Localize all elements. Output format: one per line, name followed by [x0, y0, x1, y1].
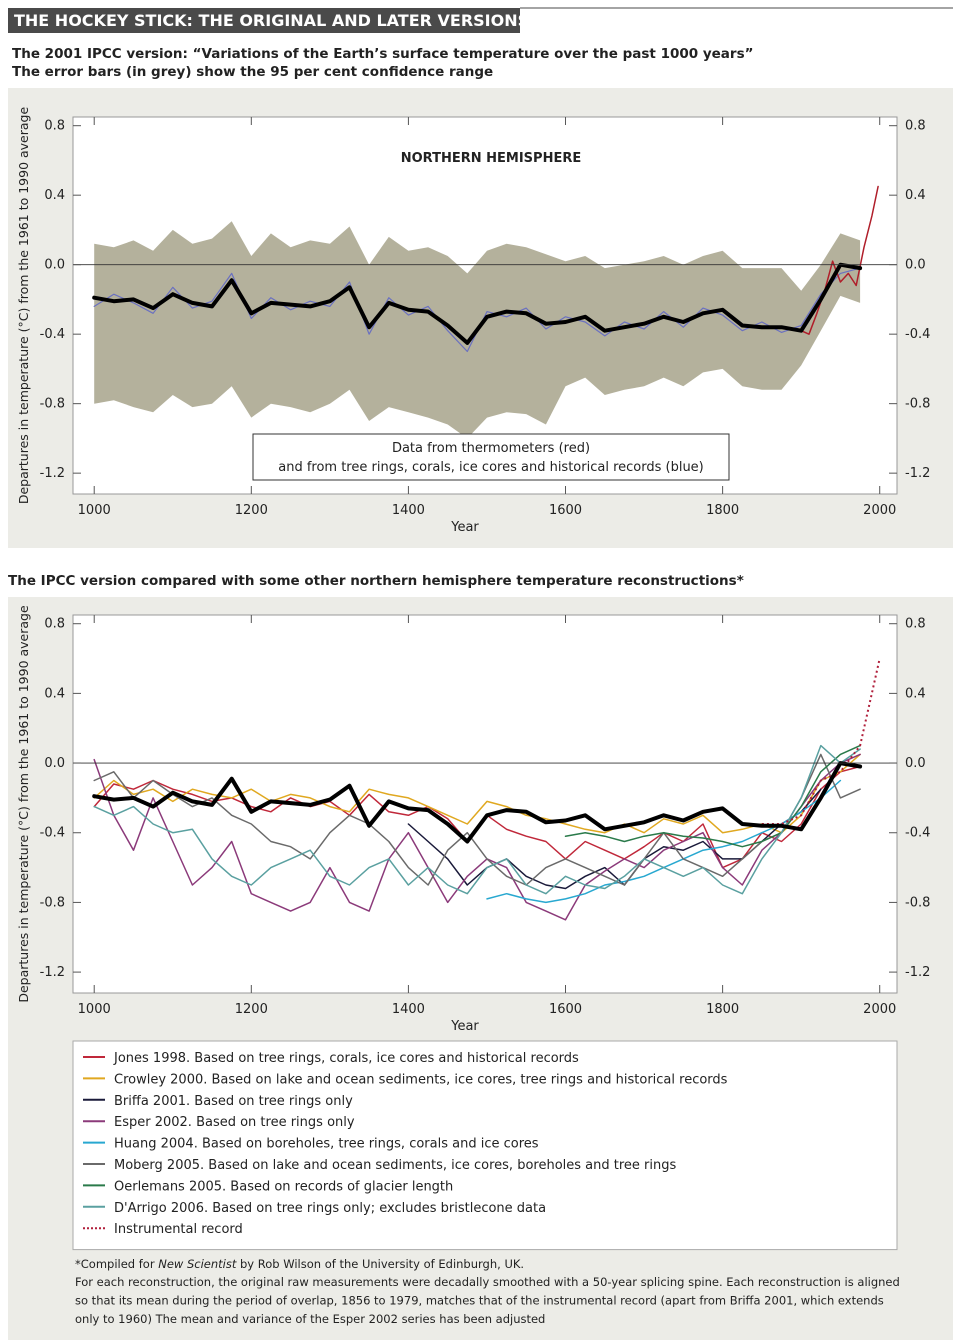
- annotation-box: [252, 433, 730, 481]
- footnote-note: so that its mean during the period of ov…: [75, 1294, 884, 1308]
- footnote-text: *Compiled for: [75, 1257, 158, 1271]
- y-tick-label: -0.4: [905, 826, 930, 841]
- legend-label: Moberg 2005. Based on lake and ocean sed…: [114, 1158, 676, 1173]
- annotation: and from tree rings, corals, ice cores a…: [278, 460, 704, 475]
- panel-label: NORTHERN HEMISPHERE: [401, 151, 581, 166]
- x-axis-label: Year: [450, 520, 479, 535]
- x-tick-label: 1600: [549, 503, 582, 518]
- y-tick-label: 0.4: [44, 188, 65, 203]
- y-tick-label: -1.2: [905, 965, 930, 980]
- legend-label: D'Arrigo 2006. Based on tree rings only;…: [114, 1201, 546, 1216]
- legend-box: [72, 1040, 898, 1251]
- series-line: [92, 262, 863, 345]
- series-line: [92, 761, 863, 844]
- footnote-note: For each reconstruction, the original ra…: [75, 1275, 900, 1289]
- y-tick-label: 0.8: [44, 119, 65, 134]
- x-tick-label: 1600: [549, 1002, 582, 1017]
- y-tick-label: -0.4: [40, 826, 65, 841]
- chart-subtitle: The error bars (in grey) show the 95 per…: [12, 64, 493, 80]
- y-tick-label: -0.8: [40, 397, 65, 412]
- x-tick-label: 1400: [392, 1002, 425, 1017]
- x-tick-label: 2000: [863, 1002, 896, 1017]
- x-tick-label: 1200: [235, 503, 268, 518]
- legend-label: Jones 1998. Based on tree rings, corals,…: [113, 1051, 579, 1066]
- y-axis-label: Departures in temperature (°C) from the …: [16, 605, 31, 1003]
- series-line: [93, 744, 861, 895]
- title-bar: [8, 8, 520, 33]
- x-tick-label: 1000: [78, 503, 111, 518]
- legend-label: Esper 2002. Based on tree rings only: [114, 1115, 355, 1130]
- x-tick-label: 1800: [706, 503, 739, 518]
- page-title: THE HOCKEY STICK: THE ORIGINAL AND LATER…: [14, 11, 529, 30]
- x-axis-label: Year: [450, 1019, 479, 1034]
- series-line: [761, 658, 881, 825]
- annotation: Data from thermometers (red): [392, 441, 590, 456]
- series-line: [93, 753, 861, 834]
- y-tick-label: 0.0: [44, 258, 65, 273]
- plot-frame: [72, 614, 898, 994]
- y-tick-label: 0.0: [905, 756, 926, 771]
- y-tick-label: 0.8: [905, 617, 926, 632]
- y-tick-label: -0.4: [40, 327, 65, 342]
- y-tick-label: 0.4: [44, 686, 65, 701]
- chart-title: The IPCC version compared with some othe…: [8, 573, 744, 589]
- x-tick-label: 1200: [235, 1002, 268, 1017]
- y-tick-label: 0.4: [905, 686, 926, 701]
- y-tick-label: 0.8: [905, 119, 926, 134]
- footnote-credit: *Compiled for New Scientist by Rob Wilso…: [75, 1257, 524, 1271]
- series-line: [800, 185, 879, 335]
- y-tick-label: 0.0: [905, 258, 926, 273]
- legend-label: Crowley 2000. Based on lake and ocean se…: [114, 1072, 728, 1087]
- x-tick-label: 1800: [706, 1002, 739, 1017]
- footnote-text: New Scientist: [158, 1257, 237, 1271]
- y-tick-label: -0.8: [905, 895, 930, 910]
- footnote-note: only to 1960) The mean and variance of t…: [75, 1312, 545, 1326]
- chart-title: The 2001 IPCC version: “Variations of th…: [12, 46, 753, 62]
- y-tick-label: -1.2: [40, 965, 65, 980]
- x-tick-label: 1000: [78, 1002, 111, 1017]
- footnote-text: by Rob Wilson of the University of Edinb…: [236, 1257, 524, 1271]
- legend-label: Oerlemans 2005. Based on records of glac…: [114, 1179, 453, 1194]
- y-tick-label: 0.8: [44, 617, 65, 632]
- series-line: [93, 753, 861, 886]
- y-axis-label: Departures in temperature (°C) from the …: [16, 107, 31, 505]
- footnote: *Compiled for New Scientist by Rob Wilso…: [75, 1257, 900, 1326]
- series-line: [564, 744, 861, 848]
- x-tick-label: 1400: [392, 503, 425, 518]
- y-tick-label: -0.8: [40, 895, 65, 910]
- legend-label: Huang 2004. Based on boreholes, tree rin…: [114, 1137, 539, 1152]
- plot-frame: [72, 116, 898, 495]
- legend-label: Briffa 2001. Based on tree rings only: [114, 1094, 353, 1109]
- legend-label: Instrumental record: [114, 1222, 243, 1237]
- series-line: [93, 753, 861, 921]
- y-tick-label: -1.2: [40, 466, 65, 481]
- y-tick-label: 0.0: [44, 756, 65, 771]
- y-tick-label: -0.8: [905, 397, 930, 412]
- y-tick-label: 0.4: [905, 188, 926, 203]
- y-tick-label: -0.4: [905, 327, 930, 342]
- x-tick-label: 2000: [863, 503, 896, 518]
- y-tick-label: -1.2: [905, 466, 930, 481]
